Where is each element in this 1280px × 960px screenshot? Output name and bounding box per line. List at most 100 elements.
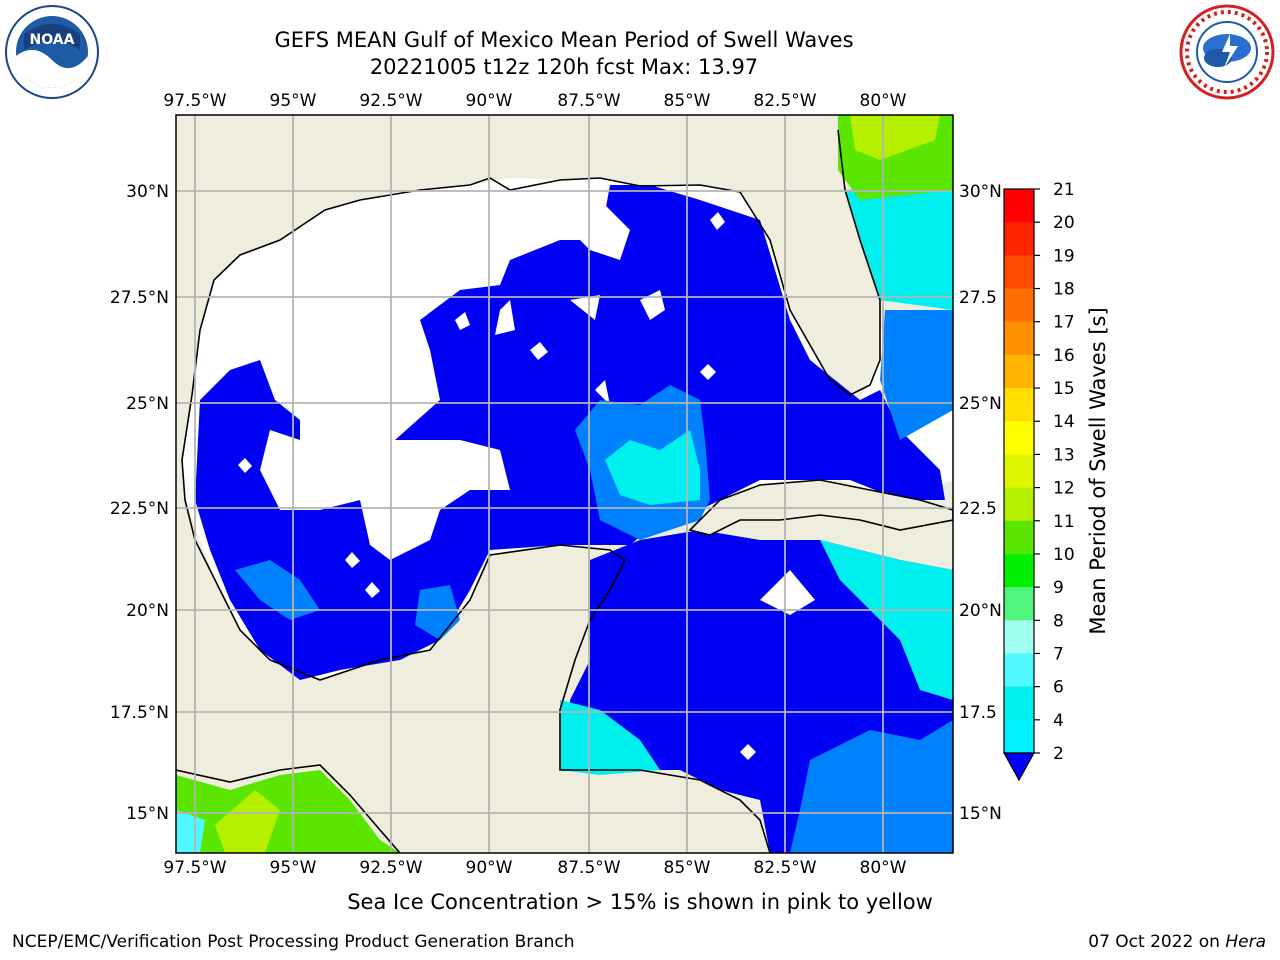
colorbar-tick-label: 20 [1053,213,1075,233]
colorbar-tick-label: 8 [1053,611,1064,631]
map-subtitle: 20221005 t12z 120h fcst Max: 13.97 [369,55,759,79]
white-gap-9 [238,458,252,473]
lon-label-top: 82.5°W [753,91,816,111]
colorbar-cell [1004,553,1034,588]
lon-label-top: 80°W [860,91,907,111]
lat-labels-left: 30°N 27.5°N 25°N 22.5°N 20°N 17.5°N 15°N [110,182,169,824]
lat-label-left: 27.5°N [110,288,169,308]
colorbar-tick-label: 7 [1053,644,1064,664]
coast-us-mexico [181,129,881,501]
swell-region-atlantic-yellow [850,115,940,160]
swell-region-caribbean-cyan [820,540,953,700]
colorbar-tick-label: 14 [1053,412,1075,432]
colorbar-cell [1004,421,1034,455]
colorbar-tick-label: 19 [1053,246,1075,266]
lat-label-left: 25°N [126,394,169,414]
swell-region-caribbean-lightblue [790,720,953,853]
colorbar-extend-arrow [1002,752,1036,782]
swell-region-pacific-yellow [215,790,280,853]
colorbar-cell [1004,255,1034,290]
white-gap-11 [365,582,380,598]
noaa-logo: NOAA [4,4,100,100]
lon-label-top: 85°W [664,91,711,111]
colorbar-tick-label: 2 [1053,744,1064,764]
white-gap-8 [595,380,610,405]
colorbar-tick-label: 9 [1053,578,1064,598]
swell-region-pacific-cyan [176,810,205,853]
colorbar-cell [1004,487,1034,522]
colorbar-cell [1004,520,1034,555]
lat-label-left: 20°N [126,601,169,621]
lon-label-bottom: 92.5°W [359,858,422,878]
lon-label-bottom: 87.5°W [557,858,620,878]
colorbar-tick-label: 13 [1053,445,1075,465]
lat-label-right: 20°N [959,601,1002,621]
colorbar-frame [1003,188,1035,754]
lat-label-left: 30°N [126,182,169,202]
map-frame [175,114,954,854]
lat-label-left: 22.5°N [110,499,169,519]
colorbar-tick-label: 18 [1053,280,1075,300]
swell-region-central-gulf [195,185,945,680]
lat-label-right: 25°N [959,394,1002,414]
nws-logo [1178,4,1276,100]
swell-region-atlantic-blue [880,310,953,440]
colorbar-tick-label: 11 [1053,512,1075,532]
white-gap-carib [760,570,815,615]
white-gap-1 [560,200,630,260]
lat-label-right: 22.5 [959,499,997,519]
colorbar-cell [1004,288,1034,323]
colorbar-tick-label: 12 [1053,479,1075,499]
lon-label-top: 90°W [466,91,513,111]
lon-label-bottom: 80°W [860,858,907,878]
lon-label-bottom: 82.5°W [753,858,816,878]
swell-region-bay-of-campeche [235,560,320,620]
white-gap-carib-2 [740,744,756,760]
swell-region-atlantic [845,180,953,310]
colorbar-cell [1004,719,1034,754]
colorbar-cell [1004,653,1034,688]
white-gap-6 [530,342,548,360]
colorbar-cell [1004,388,1034,422]
lon-label-top: 92.5°W [359,91,422,111]
lon-label-bottom: 97.5°W [163,858,226,878]
gridlines [176,115,953,853]
white-gap-12 [710,212,725,230]
lat-label-right: 30°N [959,182,1002,202]
colorbar-tick-label: 17 [1053,313,1075,333]
colorbar-cell [1004,321,1034,356]
footer-credit: NCEP/EMC/Verification Post Processing Pr… [12,932,575,952]
white-gap-5 [455,312,470,330]
lat-label-left: 17.5°N [110,703,169,723]
lon-label-bottom: 95°W [270,858,317,878]
colorbar-tick-label: 21 [1053,180,1075,200]
footer-date: 07 Oct 2022 on Hera [1088,932,1266,952]
colorbar-cell [1004,620,1034,654]
swell-region-honduras-cyan [560,700,660,775]
white-gap-10 [345,552,360,568]
footer-date-text: 07 Oct 2022 on [1088,932,1226,952]
colorbar-label: Mean Period of Swell Waves [s] [1086,307,1110,634]
white-gap-2 [570,295,600,320]
lon-label-top: 87.5°W [557,91,620,111]
lat-label-left: 15°N [126,804,169,824]
colorbar-tick-label: 6 [1053,678,1064,698]
lon-labels-bottom: 97.5°W 95°W 92.5°W 90°W 87.5°W 85°W 82.5… [163,858,906,878]
colorbar-tick-label: 16 [1053,346,1075,366]
map-figure: 97.5°W 95°W 92.5°W 90°W 87.5°W 85°W 82.5… [110,91,1110,878]
colorbar-tick-label: 15 [1053,379,1075,399]
lon-label-top: 95°W [270,91,317,111]
coast-mexico-south [184,499,771,853]
svg-text:NOAA: NOAA [30,32,75,48]
colorbar-cells [1004,189,1034,754]
colorbar-cell [1004,686,1034,721]
lat-label-right: 15°N [959,804,1002,824]
coast-pacific [176,764,401,853]
colorbar-tick-label: 4 [1053,711,1064,731]
lon-labels-top: 97.5°W 95°W 92.5°W 90°W 87.5°W 85°W 82.5… [163,91,906,111]
lon-label-bottom: 85°W [664,858,711,878]
colorbar: 21 20 19 18 17 16 15 14 13 12 11 10 9 8 7 6 4 2 Mean Peri… [1002,180,1110,782]
colorbar-cell [1004,189,1034,223]
footer-system: Hera [1225,932,1266,952]
colorbar-cell [1004,454,1034,489]
